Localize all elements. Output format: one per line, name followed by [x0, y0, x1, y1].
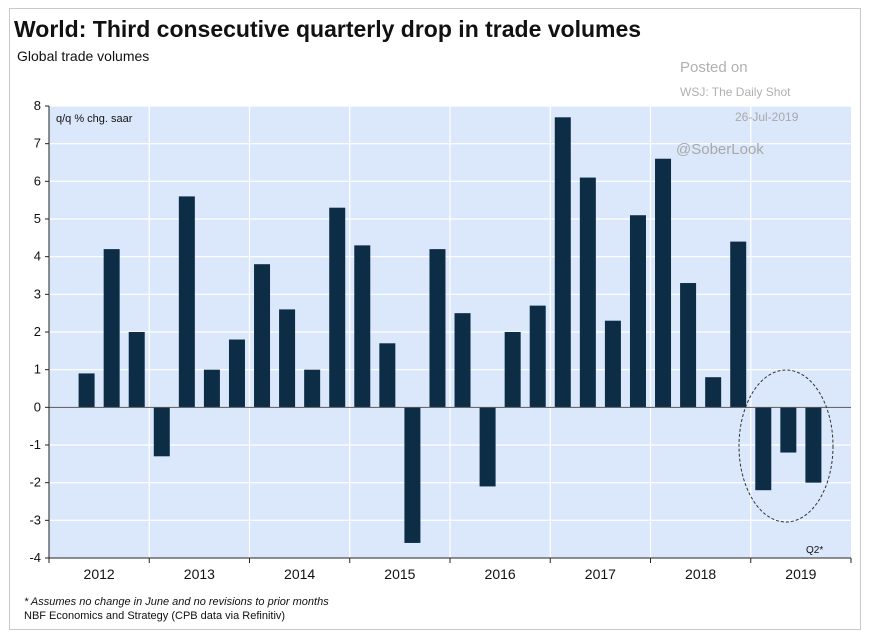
x-tick-label: 2015	[384, 566, 415, 582]
bar	[479, 407, 496, 487]
x-tick-label: 2019	[785, 566, 816, 582]
bar	[529, 305, 546, 408]
unit-label: q/q % chg. saar	[56, 113, 133, 125]
bar	[579, 177, 596, 408]
y-tick-label: 3	[34, 286, 41, 301]
bar	[755, 407, 772, 491]
bar	[705, 377, 722, 408]
bar	[78, 373, 95, 408]
y-tick-label: -2	[29, 475, 41, 490]
y-axis: 8 7 6 5 4 3 2 1 0 -1 -2 -3 -4	[29, 98, 50, 565]
bar	[228, 339, 245, 408]
bar	[304, 369, 321, 408]
bar	[329, 207, 346, 408]
footnote-source: NBF Economics and Strategy (CPB data via…	[24, 610, 286, 622]
y-tick-label: 4	[34, 249, 41, 264]
watermark-handle: @SoberLook	[676, 141, 764, 158]
bar	[680, 283, 697, 408]
bar	[454, 313, 471, 408]
x-tick-label: 2016	[485, 566, 516, 582]
bar	[153, 407, 170, 457]
bar	[103, 249, 120, 408]
bar	[404, 407, 421, 543]
x-tick-label: 2014	[284, 566, 315, 582]
bar	[730, 241, 747, 408]
y-tick-label: 5	[34, 211, 41, 226]
highlight-ellipse	[738, 369, 834, 523]
y-tick-label: 0	[34, 399, 41, 414]
chart-title: World: Third consecutive quarterly drop …	[14, 16, 642, 42]
watermark-date: 26-Jul-2019	[735, 110, 799, 124]
y-tick-label: 6	[34, 173, 41, 188]
bar	[379, 343, 396, 408]
x-tick-label: 2017	[585, 566, 616, 582]
footnote-assumption: * Assumes no change in June and no revis…	[24, 596, 329, 608]
y-tick-label: 2	[34, 324, 41, 339]
bar	[429, 249, 446, 408]
q2-annotation: Q2*	[806, 545, 823, 556]
bar	[203, 369, 220, 408]
watermark-posted: Posted on	[680, 59, 748, 76]
bar	[354, 245, 371, 408]
y-tick-label: -1	[29, 437, 41, 452]
bar	[128, 332, 145, 408]
x-axis: 2012 2013 2014 2015 2016 2017 2018 2019	[48, 557, 852, 582]
bar	[629, 215, 646, 408]
y-tick-label: -4	[29, 550, 41, 565]
bar	[504, 332, 521, 408]
bar	[780, 407, 797, 453]
bar	[178, 196, 195, 408]
x-tick-label: 2018	[685, 566, 716, 582]
bar	[554, 117, 571, 408]
y-tick-label: -3	[29, 512, 41, 527]
bar	[254, 264, 271, 408]
bar	[805, 407, 822, 483]
chart-subtitle: Global trade volumes	[17, 48, 150, 64]
y-tick-label: 7	[34, 136, 41, 151]
bar	[655, 158, 672, 408]
y-tick-label: 8	[34, 98, 41, 113]
bars	[78, 117, 822, 543]
bar	[604, 320, 621, 408]
y-tick-label: 1	[34, 362, 41, 377]
x-tick-label: 2012	[84, 566, 115, 582]
bar	[279, 309, 296, 408]
x-tick-label: 2013	[184, 566, 215, 582]
watermark-source: WSJ: The Daily Shot	[680, 85, 791, 99]
